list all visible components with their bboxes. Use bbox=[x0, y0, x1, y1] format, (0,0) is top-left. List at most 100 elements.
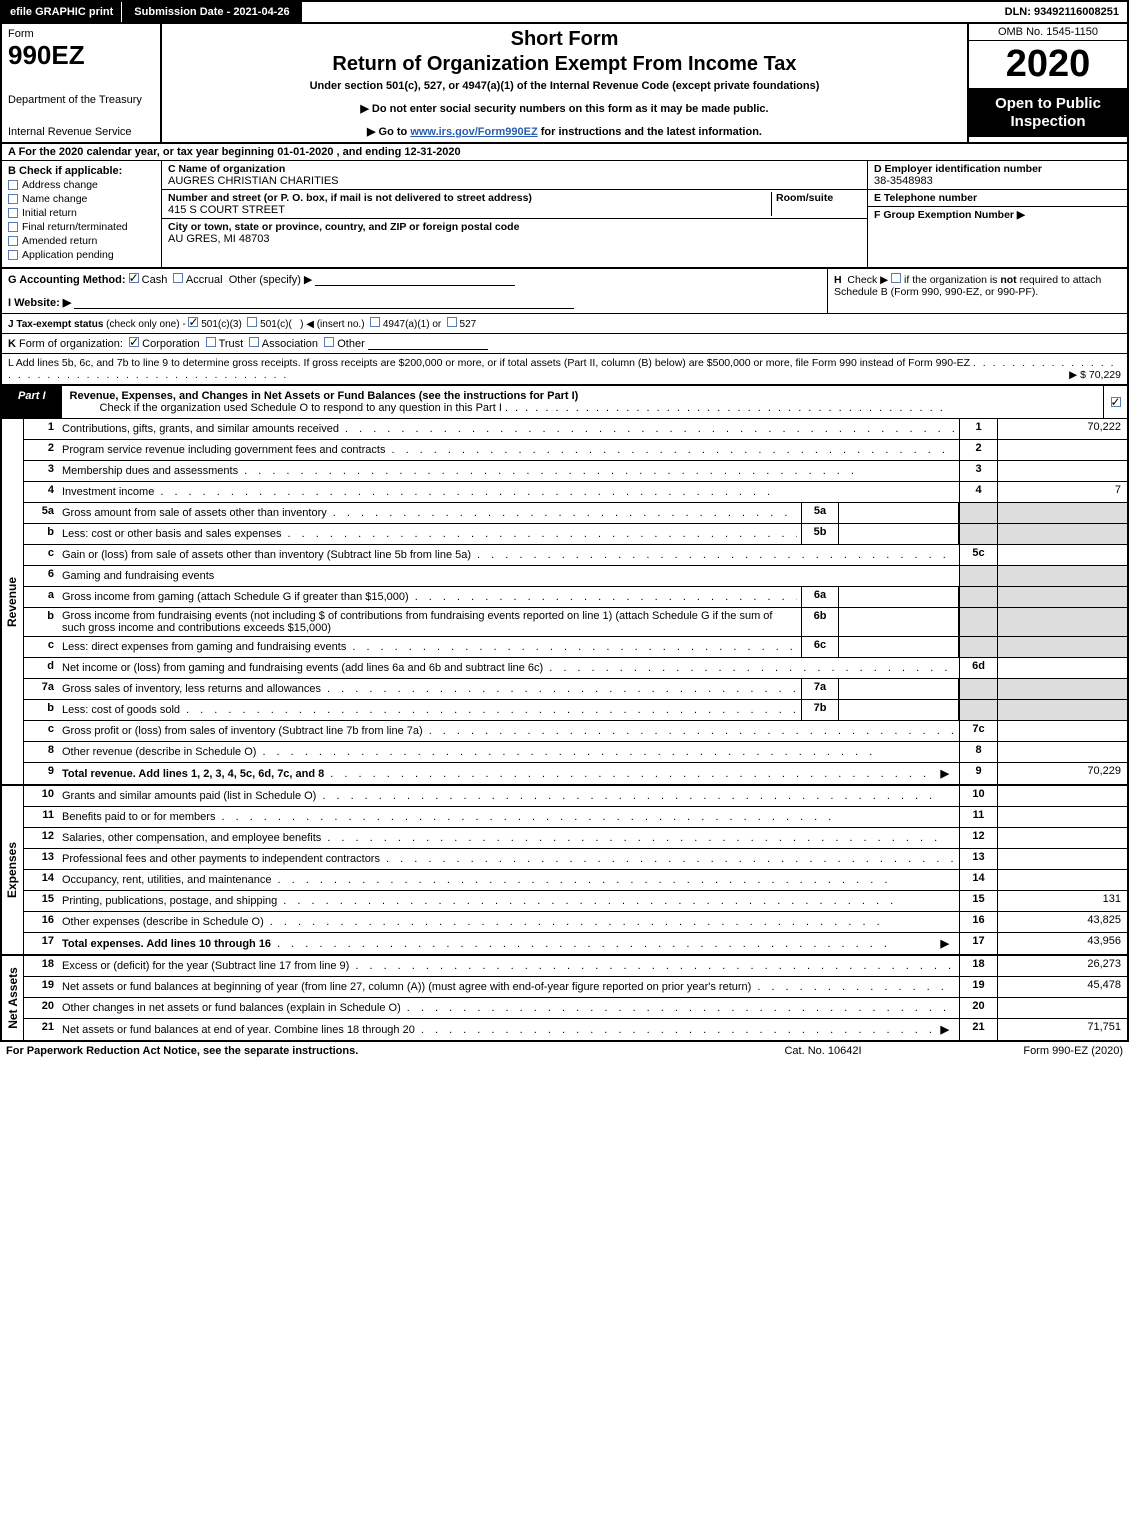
chk-initial-return[interactable] bbox=[8, 208, 18, 218]
line-16: 16Other expenses (describe in Schedule O… bbox=[24, 912, 1127, 933]
box-b-label: B Check if applicable: bbox=[8, 165, 155, 177]
ein: 38-3548983 bbox=[874, 175, 1121, 187]
row-k: K Form of organization: Corporation Trus… bbox=[0, 334, 1129, 354]
tax-period-row: A For the 2020 calendar year, or tax yea… bbox=[0, 144, 1129, 161]
chk-4947[interactable] bbox=[370, 317, 380, 327]
topbar: efile GRAPHIC print Submission Date - 20… bbox=[0, 0, 1129, 24]
part1-tab: Part I bbox=[2, 386, 62, 418]
org-name-label: C Name of organization bbox=[168, 163, 861, 175]
street-label: Number and street (or P. O. box, if mail… bbox=[168, 192, 771, 204]
form-word: Form bbox=[8, 28, 154, 40]
line-11: 11Benefits paid to or for members. . . .… bbox=[24, 807, 1127, 828]
netassets-label: Net Assets bbox=[6, 967, 20, 1029]
website-input[interactable] bbox=[74, 297, 574, 309]
box-b: B Check if applicable: Address change Na… bbox=[2, 161, 162, 267]
chk-trust[interactable] bbox=[206, 337, 216, 347]
line-19: 19Net assets or fund balances at beginni… bbox=[24, 977, 1127, 998]
expenses-section: Expenses 10Grants and similar amounts pa… bbox=[0, 786, 1129, 956]
netassets-section: Net Assets 18Excess or (deficit) for the… bbox=[0, 956, 1129, 1042]
org-name: AUGRES CHRISTIAN CHARITIES bbox=[168, 175, 861, 187]
website-label: I Website: ▶ bbox=[8, 297, 71, 309]
chk-schedule-b[interactable] bbox=[891, 273, 901, 283]
tax-year: 2020 bbox=[969, 41, 1127, 89]
line-20: 20Other changes in net assets or fund ba… bbox=[24, 998, 1127, 1019]
chk-address-change[interactable] bbox=[8, 180, 18, 190]
expenses-label: Expenses bbox=[6, 842, 20, 898]
row-gh: G Accounting Method: Cash Accrual Other … bbox=[0, 269, 1129, 314]
line-2: 2Program service revenue including gover… bbox=[24, 440, 1127, 461]
line-21: 21Net assets or fund balances at end of … bbox=[24, 1019, 1127, 1040]
line-d: dNet income or (loss) from gaming and fu… bbox=[24, 658, 1127, 679]
line-5a: 5aGross amount from sale of assets other… bbox=[24, 503, 1127, 524]
line-17: 17Total expenses. Add lines 10 through 1… bbox=[24, 933, 1127, 954]
box-c: C Name of organization AUGRES CHRISTIAN … bbox=[162, 161, 867, 267]
form-ref: Form 990-EZ (2020) bbox=[923, 1045, 1123, 1057]
line-7a: 7aGross sales of inventory, less returns… bbox=[24, 679, 1127, 700]
submission-date: Submission Date - 2021-04-26 bbox=[122, 2, 301, 22]
revenue-label: Revenue bbox=[6, 576, 20, 626]
chk-association[interactable] bbox=[249, 337, 259, 347]
row-j: J Tax-exempt status (check only one) - 5… bbox=[0, 314, 1129, 334]
chk-501c[interactable] bbox=[247, 317, 257, 327]
chk-other-org[interactable] bbox=[324, 337, 334, 347]
catalog-number: Cat. No. 10642I bbox=[723, 1045, 923, 1057]
line-1: 1Contributions, gifts, grants, and simil… bbox=[24, 419, 1127, 440]
omb-number: OMB No. 1545-1150 bbox=[969, 24, 1127, 41]
line-c: cGross profit or (loss) from sales of in… bbox=[24, 721, 1127, 742]
form-number: 990EZ bbox=[8, 40, 154, 71]
line-10: 10Grants and similar amounts paid (list … bbox=[24, 786, 1127, 807]
dept-treasury: Department of the Treasury bbox=[8, 94, 154, 106]
form-subtitle: Under section 501(c), 527, or 4947(a)(1)… bbox=[170, 80, 959, 92]
gross-receipts: ▶ $ 70,229 bbox=[1069, 369, 1121, 381]
group-exemption-label: F Group Exemption Number ▶ bbox=[874, 209, 1121, 221]
phone-label: E Telephone number bbox=[874, 192, 1121, 204]
chk-name-change[interactable] bbox=[8, 194, 18, 204]
chk-schedule-o[interactable] bbox=[1111, 397, 1121, 407]
line-9: 9Total revenue. Add lines 1, 2, 3, 4, 5c… bbox=[24, 763, 1127, 784]
city-label: City or town, state or province, country… bbox=[168, 221, 861, 233]
chk-amended-return[interactable] bbox=[8, 236, 18, 246]
page-footer: For Paperwork Reduction Act Notice, see … bbox=[0, 1042, 1129, 1060]
line-4: 4Investment income. . . . . . . . . . . … bbox=[24, 482, 1127, 503]
dln: DLN: 93492116008251 bbox=[997, 2, 1127, 22]
chk-527[interactable] bbox=[447, 317, 457, 327]
form-title: Return of Organization Exempt From Incom… bbox=[170, 53, 959, 76]
line-c: cGain or (loss) from sale of assets othe… bbox=[24, 545, 1127, 566]
line-b: bLess: cost of goods sold. . . . . . . .… bbox=[24, 700, 1127, 721]
chk-corporation[interactable] bbox=[129, 337, 139, 347]
line-12: 12Salaries, other compensation, and empl… bbox=[24, 828, 1127, 849]
short-form-title: Short Form bbox=[170, 28, 959, 51]
irs: Internal Revenue Service bbox=[8, 126, 154, 138]
ssn-warning: ▶ Do not enter social security numbers o… bbox=[170, 102, 959, 115]
open-to-public: Open to Public Inspection bbox=[969, 89, 1127, 137]
line-13: 13Professional fees and other payments t… bbox=[24, 849, 1127, 870]
line-b: bGross income from fundraising events (n… bbox=[24, 608, 1127, 637]
revenue-section: Revenue 1Contributions, gifts, grants, a… bbox=[0, 419, 1129, 786]
other-org-input[interactable] bbox=[368, 338, 488, 350]
street: 415 S COURT STREET bbox=[168, 204, 771, 216]
line-6: 6Gaming and fundraising events bbox=[24, 566, 1127, 587]
line-14: 14Occupancy, rent, utilities, and mainte… bbox=[24, 870, 1127, 891]
line-18: 18Excess or (deficit) for the year (Subt… bbox=[24, 956, 1127, 977]
paperwork-notice: For Paperwork Reduction Act Notice, see … bbox=[6, 1045, 723, 1057]
chk-application-pending[interactable] bbox=[8, 250, 18, 260]
chk-501c3[interactable] bbox=[188, 317, 198, 327]
row-l: L Add lines 5b, 6c, and 7b to line 9 to … bbox=[0, 354, 1129, 386]
chk-final-return[interactable] bbox=[8, 222, 18, 232]
part1-sub: Check if the organization used Schedule … bbox=[100, 402, 502, 414]
accounting-method-label: G Accounting Method: bbox=[8, 274, 126, 286]
chk-cash[interactable] bbox=[129, 273, 139, 283]
chk-accrual[interactable] bbox=[173, 273, 183, 283]
entity-block: B Check if applicable: Address change Na… bbox=[0, 161, 1129, 269]
instructions-link[interactable]: www.irs.gov/Form990EZ bbox=[410, 126, 537, 138]
row-h: H Check ▶ if the organization is not req… bbox=[827, 269, 1127, 313]
line-8: 8Other revenue (describe in Schedule O).… bbox=[24, 742, 1127, 763]
ein-label: D Employer identification number bbox=[874, 163, 1121, 175]
line-a: aGross income from gaming (attach Schedu… bbox=[24, 587, 1127, 608]
room-label: Room/suite bbox=[776, 192, 861, 204]
other-method-input[interactable] bbox=[315, 274, 515, 286]
part1-title: Revenue, Expenses, and Changes in Net As… bbox=[70, 390, 579, 402]
line-b: bLess: cost or other basis and sales exp… bbox=[24, 524, 1127, 545]
instructions-link-row: ▶ Go to www.irs.gov/Form990EZ for instru… bbox=[170, 125, 959, 138]
efile-print-button[interactable]: efile GRAPHIC print bbox=[2, 2, 122, 22]
